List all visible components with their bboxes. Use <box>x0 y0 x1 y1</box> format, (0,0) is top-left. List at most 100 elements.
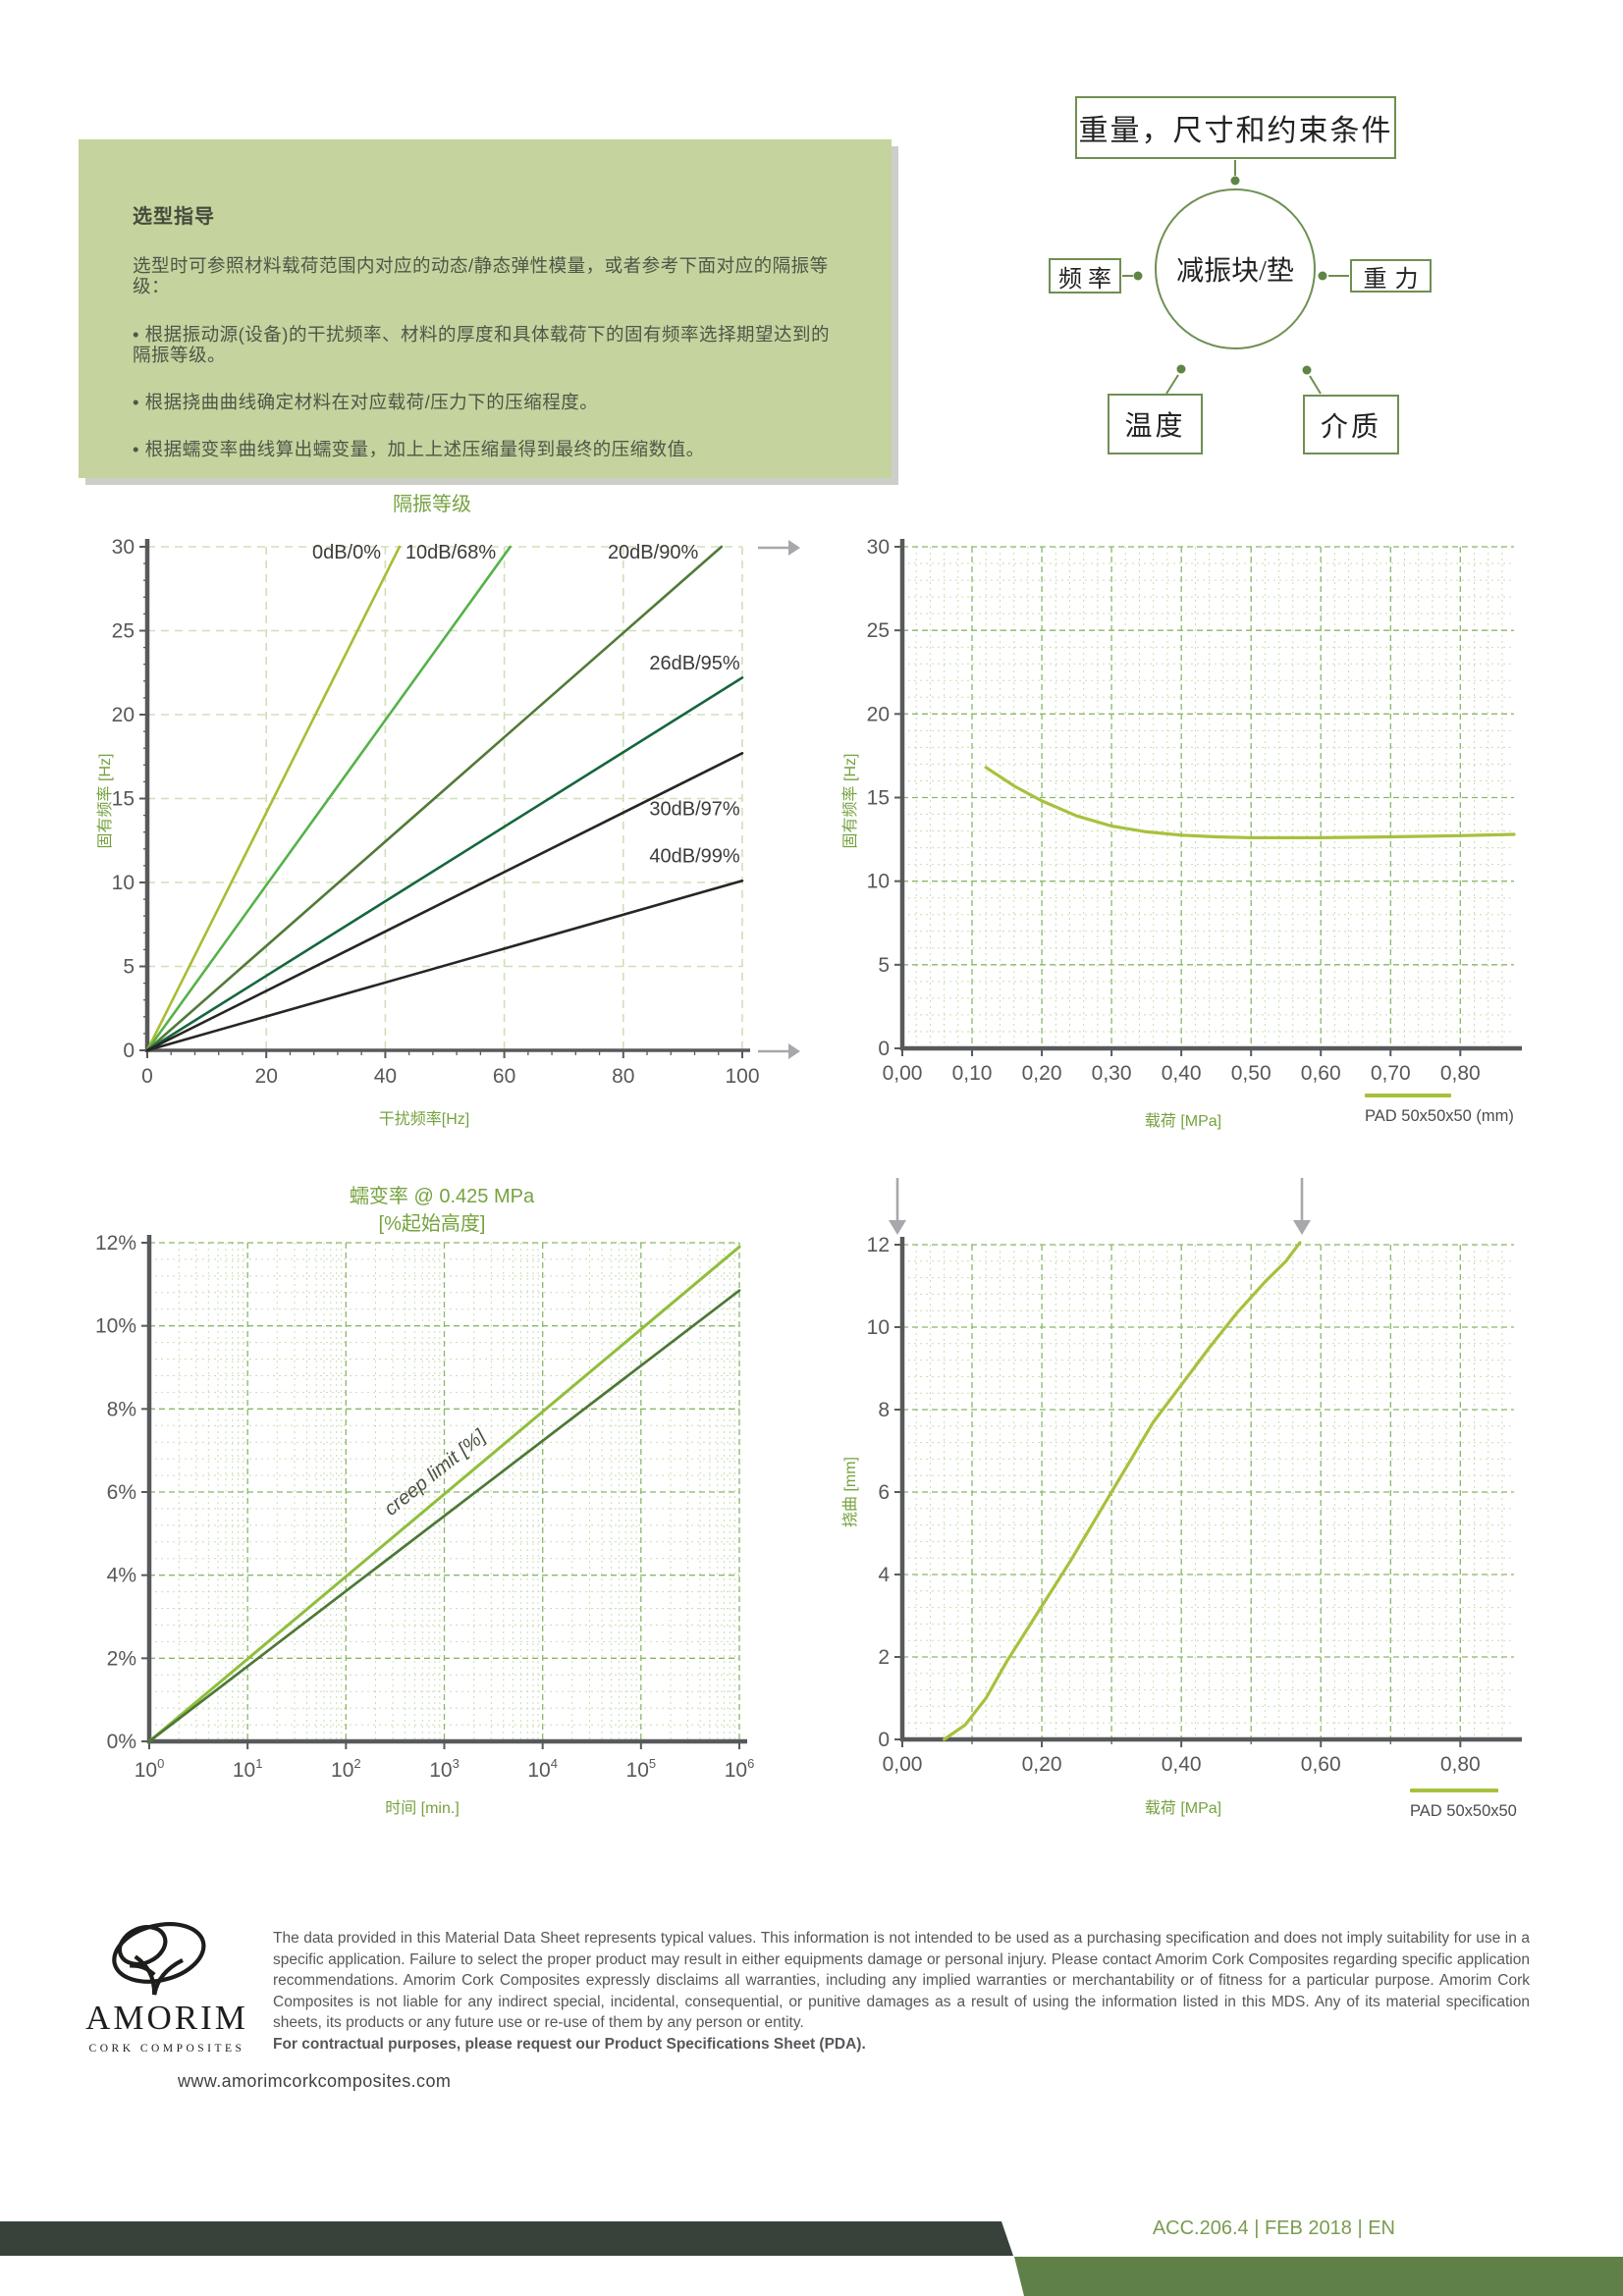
x-tick-label: 0,50 <box>1231 1062 1271 1085</box>
disclaimer-bold-text: For contractual purposes, please request… <box>273 2035 866 2053</box>
x-tick-label: 0,00 <box>883 1062 923 1085</box>
selection-guide-bullet-2: • 根据挠曲曲线确定材料在对应载荷/压力下的压缩程度。 <box>133 392 599 413</box>
isolation-chart-canvas: 0 20 40 60 80 100 0 5 10 15 20 25 30 0dB/0% 10dB/68% 20… <box>112 536 760 1088</box>
disclaimer-block: The data provided in this Material Data … <box>273 1928 1530 2055</box>
x-tick-label: 105 <box>626 1756 657 1782</box>
arrow-down-icon <box>889 1178 906 1235</box>
series-line-20dB-90- <box>145 545 724 1052</box>
natfreq-grid <box>902 546 1514 1048</box>
y-tick-label: 10% <box>95 1315 136 1338</box>
selection-guide-title: 选型指导 <box>133 206 215 228</box>
y-tick-label: 2% <box>107 1647 136 1670</box>
isolation-ylabel: 固有频率 [Hz] <box>97 753 114 849</box>
creep-axes: 100 101 102 103 104 105 106 0% 2% 4% 6% 8% 10% 12% <box>95 1232 754 1782</box>
series-line-26dB-95- <box>145 676 744 1052</box>
series-line-0dB-0- <box>145 545 402 1052</box>
x-tick-label: 0,80 <box>1440 1062 1481 1085</box>
x-tick-label: 103 <box>429 1756 460 1782</box>
series-line-PAD-50x50x50-mm- <box>984 766 1516 839</box>
x-tick-label: 0,80 <box>1440 1753 1481 1776</box>
x-tick-label: 0,60 <box>1301 1062 1341 1085</box>
x-tick-label: 106 <box>725 1756 755 1782</box>
natfreq-series <box>984 766 1516 839</box>
natfreq-chart-canvas: 0,00 0,10 0,20 0,30 0,40 0,50 0,60 0,70 0,80 0 5 10… <box>867 536 1522 1085</box>
isolation-xlabel: 干扰频率[Hz] <box>378 1111 470 1128</box>
isolation-axes: 0 20 40 60 80 100 0 5 10 15 20 25 30 <box>112 536 760 1088</box>
deflection-axes: 0,00 0,20 0,40 0,60 0,80 0 2 4 6 8 10 12 <box>867 1234 1522 1776</box>
x-tick-label: 0,40 <box>1162 1753 1202 1776</box>
series-line-creep-limit-upper <box>147 1245 741 1743</box>
y-tick-label: 0 <box>123 1040 135 1062</box>
series-line-creep-limit-lower <box>147 1289 741 1743</box>
diagram-box-constraints: 重量，尺寸和约束条件 <box>1075 96 1396 159</box>
series-line-10dB-68- <box>145 545 513 1052</box>
creep-grid <box>149 1242 740 1741</box>
arrow-right-icon <box>758 540 800 556</box>
natfreq-legend-label: PAD 50x50x50 (mm) <box>1365 1107 1514 1125</box>
arrow-right-icon <box>758 1043 800 1059</box>
isolation-grid <box>147 546 743 1050</box>
x-tick-label: 60 <box>493 1065 515 1088</box>
deflection-chart-canvas: 0,00 0,20 0,40 0,60 0,80 0 2 4 6 8 10 12 <box>867 1234 1522 1776</box>
isolation-series: 0dB/0% 10dB/68% 20dB/90% 26dB/95% 30dB/97% 40… <box>145 542 744 1052</box>
series-line-30dB-97- <box>145 752 744 1052</box>
x-tick-label: 104 <box>527 1756 558 1782</box>
x-tick-label: 80 <box>612 1065 634 1088</box>
y-tick-label: 2 <box>878 1646 890 1669</box>
y-tick-label: 8 <box>878 1399 890 1421</box>
y-tick-label: 0% <box>107 1731 136 1753</box>
natfreq-legend: PAD 50x50x50 (mm) <box>1365 1094 1514 1126</box>
selection-guide-bullet-3: • 根据蠕变率曲线算出蠕变量，加上上述压缩量得到最终的压缩数值。 <box>133 439 705 460</box>
y-tick-label: 0 <box>878 1729 890 1751</box>
deflection-legend: PAD 50x50x50 <box>1410 1789 1517 1821</box>
selection-guide-box: 选型指导 选型时可参照材料载荷范围内对应的动态/静态弹性模量，或者参考下面对应的… <box>79 139 892 478</box>
x-tick-label: 0,70 <box>1371 1062 1411 1085</box>
y-tick-label: 4 <box>878 1564 890 1586</box>
x-tick-label: 20 <box>255 1065 278 1088</box>
x-tick-label: 40 <box>374 1065 397 1088</box>
natfreq-legend-line <box>1365 1094 1451 1097</box>
footer-bars <box>0 2221 1623 2296</box>
y-tick-label: 4% <box>107 1565 136 1587</box>
selection-guide-bullet-1: • 根据振动源(设备)的干扰频率、材料的厚度和具体载荷下的固有频率选择期望达到的… <box>133 323 830 365</box>
logo-subtitle: CORK COMPOSITES <box>88 2043 245 2055</box>
y-tick-label: 12% <box>95 1232 136 1255</box>
creep-chart-title: 蠕变率 @ 0.425 MPa <box>349 1186 535 1207</box>
x-tick-label: 101 <box>233 1756 263 1782</box>
series-label: 0dB/0% <box>312 542 381 563</box>
website-link[interactable]: www.amorimcorkcomposites.com <box>178 2071 452 2091</box>
x-tick-label: 0,00 <box>883 1753 923 1776</box>
footer-olive-bar <box>1014 2257 1623 2296</box>
x-tick-label: 0 <box>141 1065 153 1088</box>
amorim-logo-icon <box>112 1922 206 1996</box>
diagram-box-temperature: 温度 <box>1108 394 1203 454</box>
logo-wordmark: AMORIM <box>85 1999 248 2037</box>
isolation-chart-title: 隔振等级 <box>393 494 471 515</box>
creep-xlabel: 时间 [min.] <box>385 1800 460 1817</box>
x-tick-label: 0,10 <box>952 1062 993 1085</box>
series-label: 20dB/90% <box>608 542 699 563</box>
y-tick-label: 30 <box>867 536 890 559</box>
series-label: 30dB/97% <box>649 799 740 821</box>
x-tick-label: 100 <box>725 1065 759 1088</box>
deflection-legend-label: PAD 50x50x50 <box>1410 1802 1517 1820</box>
y-tick-label: 20 <box>112 704 135 726</box>
selection-guide-intro: 选型时可参照材料载荷范围内对应的动态/静态弹性模量，或者参考下面对应的隔振等级： <box>133 255 829 297</box>
x-tick-label: 0,20 <box>1022 1753 1062 1776</box>
footer-dark-bar <box>0 2221 1013 2256</box>
natfreq-xlabel: 载荷 [MPa] <box>1144 1113 1222 1130</box>
deflection-legend-line <box>1410 1789 1498 1792</box>
diagram-connectors <box>1122 160 1349 395</box>
y-tick-label: 10 <box>112 872 135 894</box>
y-tick-label: 30 <box>112 536 135 559</box>
diagram-box-medium: 介质 <box>1303 395 1399 454</box>
natfreq-ylabel: 固有频率 [Hz] <box>842 753 859 849</box>
x-tick-label: 0,40 <box>1162 1062 1202 1085</box>
natfreq-axes: 0,00 0,10 0,20 0,30 0,40 0,50 0,60 0,70 0,80 0 5 10… <box>867 536 1522 1085</box>
y-tick-label: 6 <box>878 1481 890 1504</box>
deflection-xlabel: 载荷 [MPa] <box>1144 1800 1222 1817</box>
y-tick-label: 20 <box>867 703 890 725</box>
deflection-series <box>942 1241 1302 1741</box>
x-tick-label: 0,60 <box>1301 1753 1341 1776</box>
